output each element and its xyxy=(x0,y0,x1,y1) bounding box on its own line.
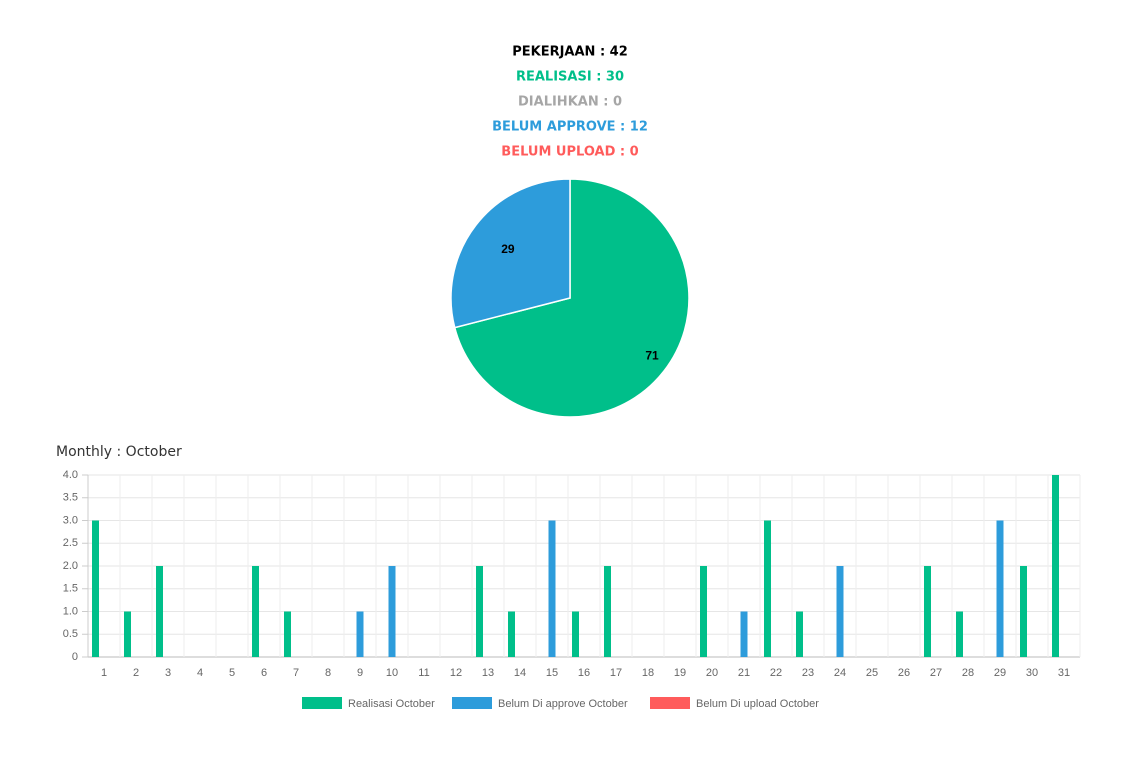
x-tick-label: 13 xyxy=(482,667,494,679)
bar xyxy=(476,566,483,657)
y-tick-label: 1.0 xyxy=(63,605,78,617)
y-tick-label: 3.0 xyxy=(63,514,78,526)
y-tick-label: 2.5 xyxy=(63,537,78,549)
x-tick-label: 4 xyxy=(197,667,203,679)
x-tick-label: 22 xyxy=(770,667,782,679)
x-tick-label: 19 xyxy=(674,667,686,679)
bar xyxy=(252,566,259,657)
bar xyxy=(700,566,707,657)
x-tick-label: 18 xyxy=(642,667,654,679)
bar xyxy=(548,520,556,657)
bar xyxy=(1052,475,1059,657)
y-tick-label: 1.5 xyxy=(63,583,78,595)
x-tick-label: 21 xyxy=(738,667,750,679)
x-tick-label: 20 xyxy=(706,667,718,679)
bar xyxy=(836,566,844,657)
x-tick-label: 5 xyxy=(229,667,235,679)
bar xyxy=(572,611,579,657)
pie-slice xyxy=(453,178,690,418)
bar xyxy=(740,611,748,657)
x-tick-label: 2 xyxy=(133,667,139,679)
x-tick-label: 16 xyxy=(578,667,590,679)
x-tick-label: 29 xyxy=(994,667,1006,679)
x-tick-label: 23 xyxy=(802,667,814,679)
x-tick-label: 9 xyxy=(357,667,363,679)
bar xyxy=(924,566,931,657)
x-tick-label: 14 xyxy=(514,667,526,679)
x-tick-label: 11 xyxy=(418,667,429,679)
x-tick-label: 1 xyxy=(101,667,107,679)
legend-swatch xyxy=(650,697,690,709)
bar xyxy=(124,611,131,657)
bar xyxy=(356,611,364,657)
bar xyxy=(764,520,771,657)
x-tick-label: 25 xyxy=(866,667,878,679)
y-tick-label: 2.0 xyxy=(63,560,78,572)
y-tick-label: 0 xyxy=(72,651,78,663)
x-tick-label: 12 xyxy=(450,667,462,679)
x-tick-label: 6 xyxy=(261,667,267,679)
summary-line: REALISASI : 30 xyxy=(516,70,624,85)
summary-line: BELUM UPLOAD : 0 xyxy=(501,145,638,160)
bar xyxy=(508,611,515,657)
x-tick-label: 3 xyxy=(165,667,171,679)
bar xyxy=(156,566,163,657)
legend-label: Belum Di upload October xyxy=(696,698,819,710)
bar xyxy=(1020,566,1027,657)
bar xyxy=(92,520,99,657)
bar xyxy=(604,566,611,657)
x-tick-label: 27 xyxy=(930,667,942,679)
x-tick-label: 17 xyxy=(610,667,622,679)
bar xyxy=(956,611,963,657)
y-tick-label: 4.0 xyxy=(63,469,78,481)
bar xyxy=(996,520,1004,657)
bar-chart-title: Monthly : October xyxy=(56,444,182,460)
bar xyxy=(284,611,291,657)
legend-label: Realisasi October xyxy=(348,698,435,710)
x-tick-label: 24 xyxy=(834,667,846,679)
legend-swatch xyxy=(452,697,492,709)
x-tick-label: 26 xyxy=(898,667,910,679)
x-tick-label: 15 xyxy=(546,667,558,679)
bar xyxy=(388,566,396,657)
y-tick-label: 3.5 xyxy=(63,492,78,504)
pie-label: 29 xyxy=(501,242,515,256)
x-tick-label: 31 xyxy=(1058,667,1070,679)
y-tick-label: 0.5 xyxy=(63,628,78,640)
pie-label: 71 xyxy=(645,348,659,362)
x-tick-label: 28 xyxy=(962,667,974,679)
bar xyxy=(796,611,803,657)
x-tick-label: 10 xyxy=(386,667,398,679)
x-tick-label: 8 xyxy=(325,667,331,679)
legend-swatch xyxy=(302,697,342,709)
x-tick-label: 7 xyxy=(293,667,299,679)
summary-line: DIALIHKAN : 0 xyxy=(518,95,622,110)
summary-line: PEKERJAAN : 42 xyxy=(512,45,628,60)
legend-label: Belum Di approve October xyxy=(498,698,628,710)
pie-slice xyxy=(450,178,571,329)
x-tick-label: 30 xyxy=(1026,667,1038,679)
summary-line: BELUM APPROVE : 12 xyxy=(492,120,648,135)
